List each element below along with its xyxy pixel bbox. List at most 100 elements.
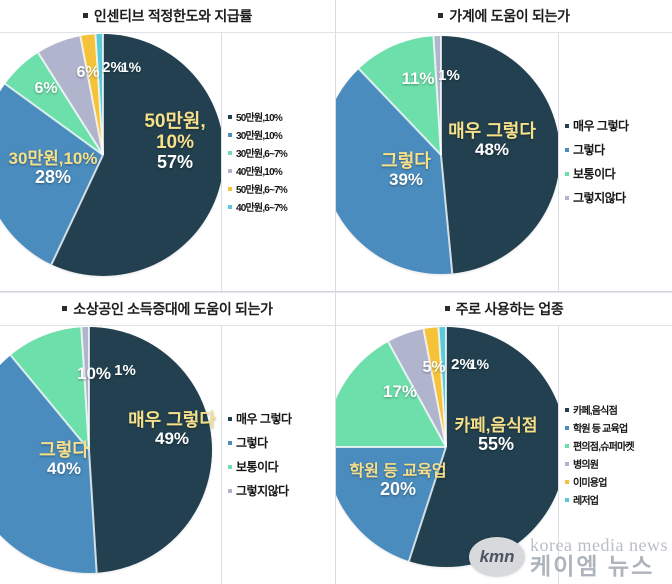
slice-divider — [336, 446, 446, 448]
legend-swatch-icon — [228, 114, 232, 119]
slice-divider — [440, 36, 442, 155]
pie-chart: 카페,음식점 55% 학원 등 교육업 20% 17% 5% 2% 1% — [336, 327, 558, 567]
slice-divider — [422, 328, 447, 448]
legend-label: 레저업 — [573, 496, 599, 507]
legend-item[interactable]: 보통이다 — [565, 165, 672, 182]
legend-swatch-icon — [565, 425, 569, 430]
legend-label: 매우 그렇다 — [573, 119, 629, 133]
legend-label: 카페,음식점 — [573, 406, 618, 417]
legend-item[interactable]: 그렇다 — [565, 141, 672, 158]
pie-plot-area: 매우 그렇다 49% 그렇다 40% 10% 1% — [0, 325, 222, 584]
legend-swatch-icon — [228, 186, 232, 191]
legend-swatch-icon — [565, 443, 569, 448]
panel-incentive-limit-and-rate: 인센티브 적정한도와 지급률 50만원, 10% 57% 30만원,10% 28% 6% 6… — [0, 0, 336, 292]
legend-label: 그렇지않다 — [236, 484, 289, 498]
slice-divider — [94, 34, 104, 156]
legend-item[interactable]: 50만원,6~7% — [228, 181, 335, 196]
slice-divider — [437, 327, 447, 448]
panel-title-bar: 주로 사용하는 업종 — [336, 293, 672, 326]
slice-divider — [88, 327, 90, 450]
legend-swatch-icon — [228, 168, 232, 173]
legend-item[interactable]: 보통이다 — [228, 458, 335, 475]
panel-title-bar: 인센티브 적정한도와 지급률 — [0, 0, 335, 33]
slice-divider — [102, 34, 104, 155]
legend-swatch-icon — [228, 416, 232, 421]
pie-slices — [336, 36, 558, 274]
legend-item[interactable]: 레저업 — [565, 492, 672, 507]
pie-chart: 50만원, 10% 57% 30만원,10% 28% 6% 6% 2% 1% — [0, 34, 222, 276]
page-title: 소상공인 소득증대에 도움이 되는가 — [73, 301, 273, 317]
pie-plot-area: 50만원, 10% 57% 30만원,10% 28% 6% 6% 2% 1% — [0, 32, 222, 291]
legend-swatch-icon — [228, 132, 232, 137]
legend-swatch-icon — [228, 488, 232, 493]
panel-small-business-income-help: 소상공인 소득증대에 도움이 되는가 매우 그렇다 49% 그렇다 40% 10% 1% … — [0, 292, 336, 584]
legend-item[interactable]: 그렇다 — [228, 434, 335, 451]
legend-swatch-icon — [228, 204, 232, 209]
legend-swatch-icon — [565, 479, 569, 484]
legend-item[interactable]: 매우 그렇다 — [228, 410, 335, 427]
pie-slices — [0, 34, 222, 276]
legend-item[interactable]: 매우 그렇다 — [565, 117, 672, 134]
legend-label: 50만원,10% — [236, 113, 283, 124]
pie-chart: 매우 그렇다 48% 그렇다 39% 11% 1% — [336, 36, 558, 274]
legend-swatch-icon — [565, 123, 569, 128]
panel-main-used-industry: 주로 사용하는 업종 카페,음식점 55% 학원 등 교육업 20% 17% 5% 2% 1%… — [336, 292, 672, 584]
legend-swatch-icon — [228, 150, 232, 155]
page-title: 주로 사용하는 업종 — [455, 301, 564, 317]
legend-item[interactable]: 30만원,10% — [228, 127, 335, 142]
legend-swatch-icon — [565, 147, 569, 152]
legend-item[interactable]: 40만원,6~7% — [228, 199, 335, 214]
chart-body: 50만원, 10% 57% 30만원,10% 28% 6% 6% 2% 1% 50만원,10% 3… — [0, 32, 335, 291]
slice-divider — [88, 449, 98, 573]
legend-swatch-icon — [565, 407, 569, 412]
legend-label: 병의원 — [573, 460, 599, 471]
legend-item[interactable]: 30만원,6~7% — [228, 145, 335, 160]
bullet-icon — [444, 305, 450, 311]
legend-swatch-icon — [565, 461, 569, 466]
page-title: 인센티브 적정한도와 지급률 — [93, 8, 253, 24]
chart-legend: 50만원,10% 30만원,10% 30만원,6~7% 40만원,10% 50만원,6~… — [221, 32, 335, 291]
legend-item[interactable]: 카페,음식점 — [565, 402, 672, 417]
legend-label: 30만원,10% — [236, 131, 283, 142]
legend-label: 40만원,6~7% — [236, 203, 288, 214]
legend-swatch-icon — [228, 440, 232, 445]
slice-divider — [4, 83, 104, 156]
slice-divider — [445, 327, 447, 447]
legend-label: 50만원,6~7% — [236, 185, 288, 196]
bullet-icon — [82, 12, 88, 18]
legend-item[interactable]: 그렇지않다 — [565, 189, 672, 206]
pie-plot-area: 카페,음식점 55% 학원 등 교육업 20% 17% 5% 2% 1% — [336, 325, 558, 584]
legend-label: 그렇다 — [236, 436, 268, 450]
pie-slices — [336, 327, 558, 567]
slice-divider — [358, 68, 442, 156]
legend-label: 보통이다 — [236, 460, 279, 474]
slice-divider — [9, 354, 90, 451]
legend-item[interactable]: 병의원 — [565, 456, 672, 471]
page-title: 가계에 도움이 되는가 — [449, 8, 570, 24]
legend-swatch-icon — [565, 497, 569, 502]
legend-item[interactable]: 이미용업 — [565, 474, 672, 489]
legend-swatch-icon — [228, 464, 232, 469]
pie-slices — [0, 327, 212, 573]
legend-item[interactable]: 40만원,10% — [228, 163, 335, 178]
legend-label: 30만원,6~7% — [236, 149, 288, 160]
panel-title-bar: 가계에 도움이 되는가 — [336, 0, 672, 33]
panel-title-bar: 소상공인 소득증대에 도움이 되는가 — [0, 293, 335, 326]
legend-label: 편의점,슈퍼마켓 — [573, 442, 635, 453]
legend-item[interactable]: 편의점,슈퍼마켓 — [565, 438, 672, 453]
legend-item[interactable]: 학원 등 교육업 — [565, 420, 672, 435]
slice-divider — [50, 154, 104, 265]
legend-item[interactable]: 50만원,10% — [228, 109, 335, 124]
pie-chart: 매우 그렇다 49% 그렇다 40% 10% 1% — [0, 327, 216, 573]
slice-divider — [37, 52, 104, 156]
slice-divider — [80, 327, 90, 451]
legend-swatch-icon — [565, 171, 569, 176]
legend-item[interactable]: 그렇지않다 — [228, 482, 335, 499]
